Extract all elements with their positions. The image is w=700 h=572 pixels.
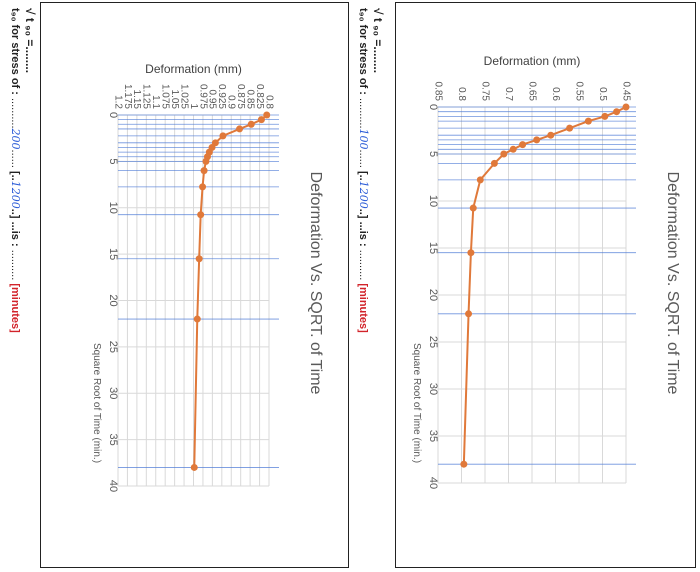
data-point — [500, 150, 508, 158]
tick-label-y: 0.95 — [207, 90, 218, 110]
data-point — [193, 315, 201, 323]
tick-label-y: 0.8 — [456, 87, 467, 101]
tick-label-x: 40 — [107, 480, 119, 492]
data-point — [247, 120, 255, 128]
tick-label-y: 1.15 — [131, 90, 142, 110]
tick-label-x: 20 — [427, 289, 439, 301]
axis-label-x: Square Root of Time (min.) — [411, 343, 422, 463]
stress-line-left: t₉₀ for stress of : ..........200...... … — [9, 8, 22, 333]
tick-label-y: 1.025 — [178, 84, 189, 109]
data-point — [490, 159, 498, 167]
tick-label-x: 5 — [107, 158, 119, 164]
chart-panel-right: 0.45 0.5 0.55 0.6 0.65 0.7 0.75 0.8 0.85 0 5 10 15 20… — [395, 2, 696, 568]
tick-label-y: 0.85 — [432, 82, 443, 102]
tick-label-x: 0 — [107, 112, 119, 118]
tick-label-x: 15 — [427, 242, 439, 254]
data-point — [547, 131, 555, 139]
tick-label-y: 1.05 — [169, 90, 180, 110]
tick-label-x: 30 — [107, 387, 119, 399]
tick-label-y: 1.175 — [122, 84, 133, 109]
data-point — [613, 108, 621, 116]
data-point — [236, 125, 244, 133]
chart-title: Deformation Vs. SQRT. of Time — [664, 172, 681, 395]
data-point — [263, 111, 271, 119]
tick-label-x: 35 — [427, 430, 439, 442]
data-point — [190, 463, 198, 471]
data-point — [199, 183, 207, 191]
tick-label-x: 35 — [107, 434, 119, 446]
chart-panel-left: 0.8 0.825 0.85 0.875 0.9 0.925 0.95 0.975 1 1.025… — [40, 2, 349, 568]
data-point — [584, 117, 592, 125]
stress-value-left: 200 — [9, 128, 22, 150]
tick-label-y: 1.1 — [150, 95, 161, 109]
data-point — [202, 157, 210, 165]
tick-label-y: 0.975 — [197, 84, 208, 109]
deformation-chart-left: 0.80.8250.850.8750.90.9250.950.97511.025… — [91, 62, 324, 492]
data-point — [219, 132, 227, 140]
tick-label-y: 0.45 — [620, 82, 631, 102]
tick-label-y: 0.5 — [597, 87, 608, 101]
tick-label-x: 25 — [107, 341, 119, 353]
tick-label-x: 15 — [107, 248, 119, 260]
tick-label-x: 10 — [107, 202, 119, 214]
axis-label-y: Deformation (mm) — [484, 54, 581, 68]
stress-value-right: 100 — [357, 128, 370, 150]
chart-title: Deformation Vs. SQRT. of Time — [307, 172, 324, 395]
data-point — [519, 141, 527, 149]
minutes-label-left: [minutes] — [9, 283, 21, 333]
tick-label-x: 40 — [427, 477, 439, 489]
tick-label-y: 0.55 — [573, 82, 584, 102]
data-point — [200, 167, 208, 175]
sqrt-t90-label-right: √ t ₉₀ =........ — [371, 8, 385, 74]
series-line — [462, 106, 627, 465]
tick-label-x: 30 — [427, 383, 439, 395]
tick-label-y: 0.85 — [244, 90, 255, 110]
data-point — [197, 211, 205, 219]
tick-label-y: 0.875 — [235, 84, 246, 109]
tick-label-y: 1.2 — [112, 95, 123, 109]
tick-label-y: 0.65 — [526, 82, 537, 102]
tick-label-y: 0.7 — [503, 87, 514, 101]
data-point — [566, 124, 574, 132]
tick-label-y: 1 — [188, 103, 199, 109]
tick-label-x: 25 — [427, 336, 439, 348]
data-point — [533, 136, 541, 144]
tick-label-y: 1.125 — [141, 84, 152, 109]
tick-label-x: 5 — [427, 151, 439, 157]
data-point — [601, 112, 609, 120]
data-point — [195, 255, 203, 263]
deformation-chart-right: 0.45 0.5 0.55 0.6 0.65 0.7 0.75 0.8 0.85 0 5 10 15 20… — [411, 54, 681, 489]
data-point — [469, 204, 477, 212]
sqrt-t90-label-left: √ t ₉₀ =........ — [23, 8, 37, 74]
tick-label-x: 20 — [107, 294, 119, 306]
tick-label-y: 0.925 — [216, 84, 227, 109]
data-point — [622, 103, 630, 111]
bracket-value-left: 1200 — [9, 180, 22, 209]
stress-line-right: t₉₀ for stress of : ..........100...... … — [357, 8, 370, 333]
bracket-value-right: 1200 — [357, 180, 370, 209]
data-point — [465, 310, 473, 318]
data-point — [476, 176, 484, 184]
data-point — [257, 116, 265, 124]
tick-label-y: 1.075 — [160, 84, 171, 109]
data-point — [460, 460, 468, 468]
tick-label-y: 0.8 — [263, 95, 274, 109]
data-point — [509, 145, 517, 153]
tick-label-x: 10 — [427, 195, 439, 207]
minutes-label-right: [minutes] — [357, 283, 369, 333]
axis-label-x: Square Root of Time (min.) — [91, 343, 102, 463]
tick-label-y: 0.9 — [226, 95, 237, 109]
axis-label-y: Deformation (mm) — [145, 62, 242, 76]
tick-label-y: 0.825 — [254, 84, 265, 109]
tick-label-x: 0 — [427, 104, 439, 110]
data-point — [467, 249, 475, 257]
tick-label-y: 0.75 — [479, 82, 490, 102]
tick-label-y: 0.6 — [550, 87, 561, 101]
